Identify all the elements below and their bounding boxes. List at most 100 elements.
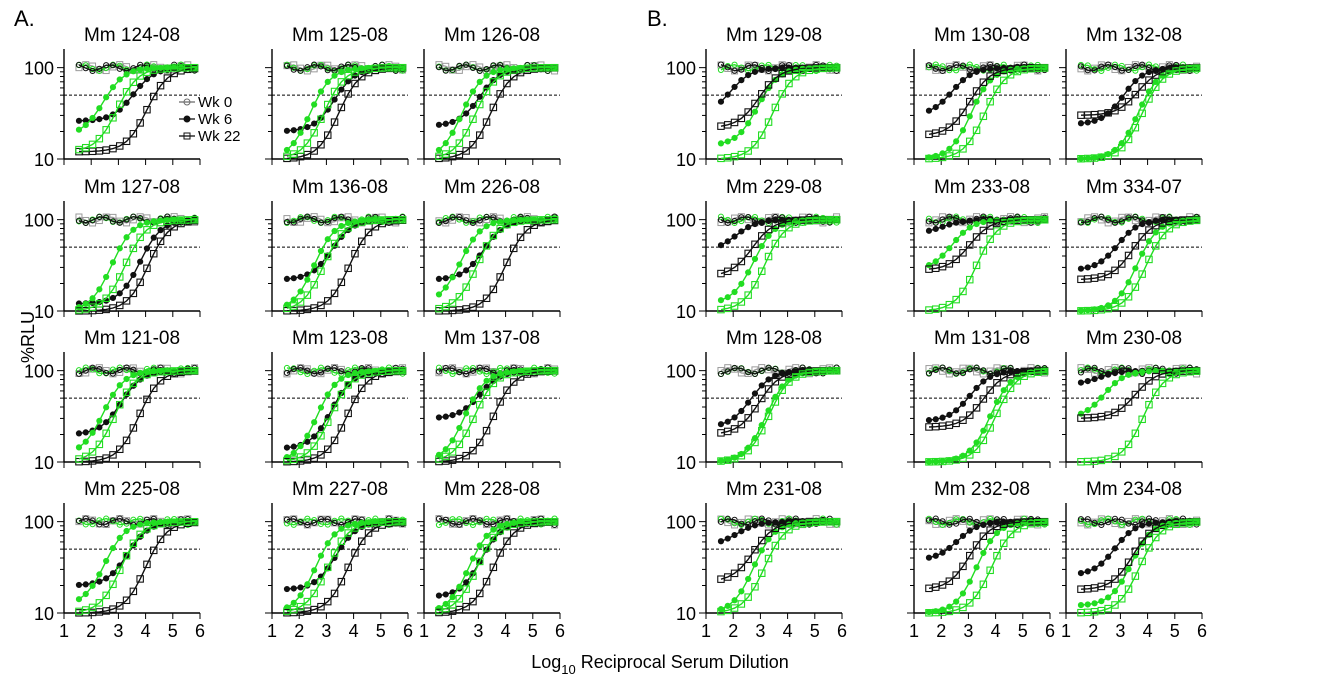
series-point bbox=[1098, 373, 1105, 380]
series-point-week0 bbox=[476, 217, 483, 224]
series-point bbox=[344, 529, 352, 537]
series-point bbox=[330, 589, 339, 598]
series-point bbox=[1131, 123, 1140, 132]
series-point bbox=[103, 273, 110, 281]
series-point bbox=[1118, 448, 1126, 456]
series-point-week0 bbox=[116, 61, 124, 69]
series-point bbox=[122, 551, 131, 560]
series-point bbox=[463, 101, 470, 108]
series-point bbox=[344, 264, 352, 273]
series-point-week0 bbox=[283, 520, 291, 527]
subplot-title: Mm 126-08 bbox=[444, 25, 540, 46]
series-point bbox=[345, 78, 352, 85]
series-point bbox=[751, 141, 759, 149]
subplot: Mm 334-07 bbox=[1059, 177, 1203, 317]
series-point bbox=[946, 544, 953, 552]
series-point bbox=[330, 403, 339, 412]
series-point bbox=[1091, 401, 1098, 408]
series-point-week0 bbox=[324, 218, 331, 226]
series-point bbox=[476, 131, 484, 139]
series-point bbox=[1077, 569, 1085, 577]
series-point-week0 bbox=[476, 63, 484, 71]
series-point bbox=[751, 240, 759, 249]
series-point-week0 bbox=[75, 367, 83, 374]
series-point bbox=[442, 284, 449, 291]
series-point bbox=[483, 72, 490, 79]
series-point-week0 bbox=[338, 515, 345, 522]
series-point bbox=[1084, 378, 1091, 385]
series-point bbox=[351, 249, 359, 258]
subplot-title: Mm 226-08 bbox=[444, 177, 540, 198]
series-point bbox=[150, 218, 157, 225]
series-point bbox=[979, 436, 988, 445]
series-point-week0 bbox=[758, 367, 765, 374]
series-point bbox=[456, 409, 463, 416]
series-point-week0 bbox=[449, 365, 456, 372]
subplot: Mm 130-08 bbox=[907, 25, 1051, 165]
series-point bbox=[966, 392, 973, 399]
series-point-week0 bbox=[290, 219, 297, 226]
series-point bbox=[778, 90, 786, 98]
series-point bbox=[476, 93, 483, 100]
series-point-week0 bbox=[1118, 62, 1125, 70]
series-point bbox=[1105, 594, 1112, 601]
series-point bbox=[317, 267, 325, 275]
series-point bbox=[717, 538, 725, 545]
series-point bbox=[398, 517, 407, 526]
series-point bbox=[932, 258, 939, 265]
series-point-week0 bbox=[490, 62, 497, 69]
series-point bbox=[932, 552, 939, 559]
series-point bbox=[1132, 265, 1139, 272]
series-point bbox=[771, 103, 780, 112]
series-point bbox=[463, 110, 470, 117]
series-point bbox=[345, 371, 352, 379]
series-point bbox=[476, 542, 483, 549]
series-point bbox=[469, 115, 477, 123]
series-point bbox=[973, 98, 980, 105]
series-point bbox=[1077, 601, 1085, 609]
series-point-week0 bbox=[435, 515, 443, 522]
series-point-week0 bbox=[469, 521, 477, 529]
series-point bbox=[1111, 380, 1119, 387]
series-point bbox=[337, 424, 346, 432]
series-point-week0 bbox=[1125, 520, 1132, 527]
series-point bbox=[1145, 377, 1153, 385]
series-point-week0 bbox=[932, 61, 939, 68]
series-point-week0 bbox=[1077, 516, 1085, 523]
series-point bbox=[456, 424, 463, 432]
series-line bbox=[1080, 219, 1197, 312]
series-point-week0 bbox=[116, 219, 123, 226]
series-point bbox=[738, 228, 745, 235]
series-point bbox=[482, 388, 491, 397]
series-point-week0 bbox=[103, 369, 110, 377]
series-point bbox=[449, 437, 456, 444]
series-point bbox=[1124, 585, 1133, 593]
subplot-title: Mm 136-08 bbox=[292, 177, 388, 198]
series-point bbox=[435, 414, 443, 421]
series-point bbox=[966, 551, 974, 560]
series-point bbox=[190, 517, 199, 526]
series-point-week0 bbox=[89, 517, 96, 524]
series-point-week0 bbox=[116, 65, 123, 72]
series-point bbox=[764, 554, 773, 563]
series-point bbox=[490, 220, 497, 227]
series-point-week0 bbox=[123, 364, 130, 371]
series-point bbox=[137, 82, 144, 90]
series-point bbox=[102, 591, 110, 600]
series-point bbox=[129, 244, 138, 253]
series-point bbox=[953, 219, 960, 226]
series-point bbox=[730, 604, 739, 612]
series-point bbox=[344, 90, 352, 98]
subplot-title: Mm 233-08 bbox=[934, 177, 1030, 198]
series-point-week0 bbox=[932, 515, 939, 522]
series-point bbox=[435, 592, 443, 599]
series-point bbox=[1105, 371, 1112, 378]
x-tick-label: 1 bbox=[419, 621, 429, 641]
series-point bbox=[89, 114, 96, 122]
series-point bbox=[972, 445, 981, 454]
series-point bbox=[330, 549, 339, 557]
series-point-week0 bbox=[476, 67, 483, 74]
series-point bbox=[724, 91, 731, 98]
series-point bbox=[1192, 64, 1201, 72]
series-point bbox=[435, 291, 443, 298]
